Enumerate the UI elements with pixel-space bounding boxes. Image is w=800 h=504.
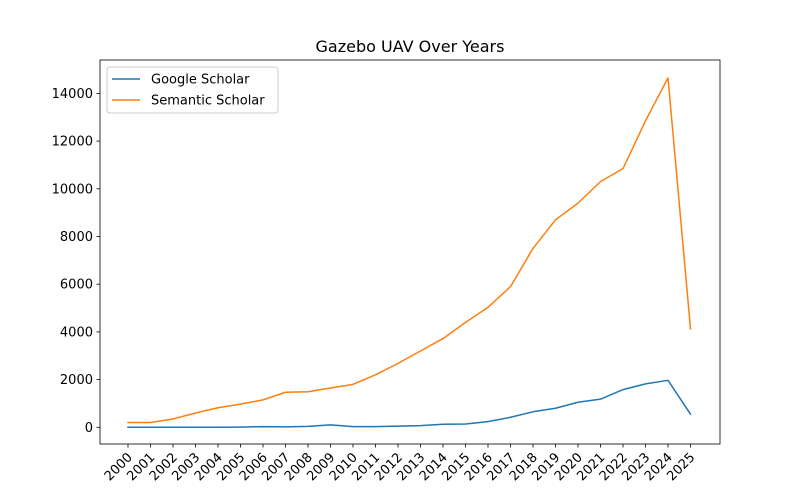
y-tick-label: 8000: [60, 230, 93, 245]
chart-title: Gazebo UAV Over Years: [316, 37, 505, 56]
y-tick-label: 12000: [52, 135, 93, 150]
legend-label-2: Semantic Scholar: [151, 94, 265, 109]
legend-label-1: Google Scholar: [151, 73, 250, 88]
axes: 0200040006000800010000120001400020002001…: [52, 59, 721, 484]
axes-frame: [99, 59, 721, 445]
y-tick-label: 2000: [60, 373, 93, 388]
y-tick-label: 10000: [52, 182, 93, 197]
series-line-2: [127, 77, 692, 424]
y-tick-label: 4000: [60, 325, 93, 340]
y-tick-label: 14000: [52, 87, 93, 102]
legend: Google Scholar Semantic Scholar: [106, 66, 279, 114]
series-line-1: [127, 379, 692, 428]
y-tick-label: 0: [85, 421, 93, 436]
y-tick-label: 6000: [60, 278, 93, 293]
legend-box: [106, 66, 279, 114]
plot-area: [127, 77, 692, 428]
